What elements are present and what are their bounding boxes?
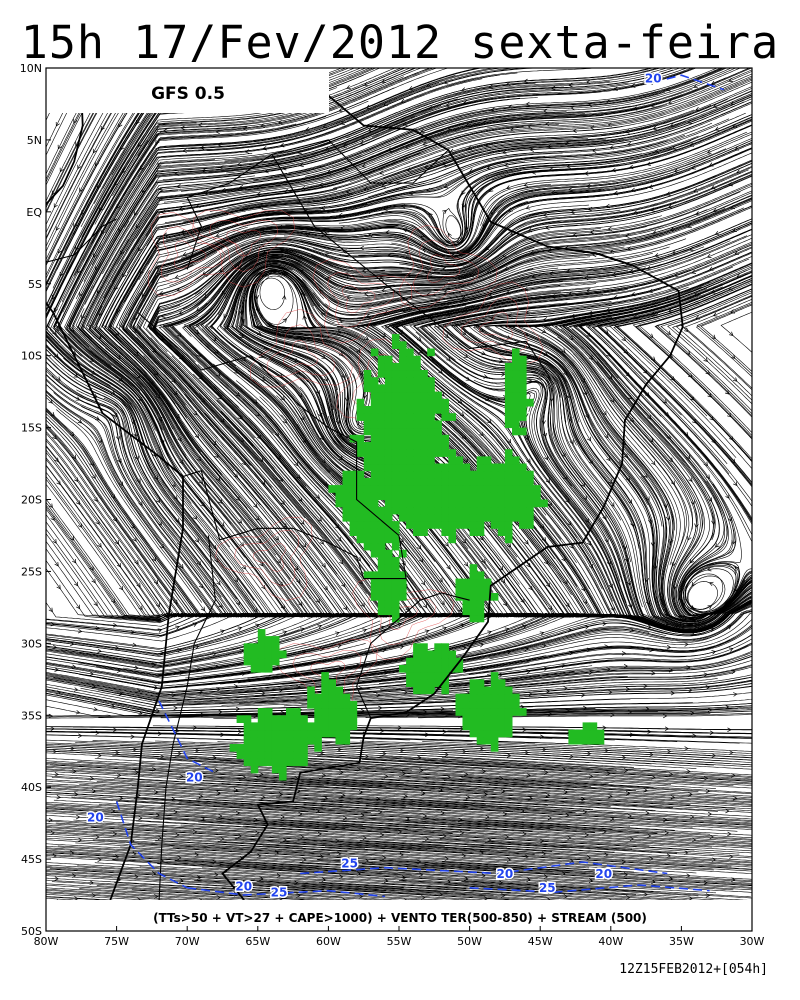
contour-label: 20 bbox=[186, 770, 203, 784]
convection-area bbox=[229, 334, 605, 781]
lat-tick-label: 5S bbox=[28, 278, 42, 291]
contour-label: 20 bbox=[645, 71, 662, 85]
model-label: GFS 0.5 bbox=[151, 84, 225, 104]
map-title: 15h 17/Fev/2012 sexta-feira bbox=[20, 16, 780, 69]
wind-contours: 20 20 20 25 20 25 20 25 20 bbox=[86, 70, 725, 901]
contour-label: 20 bbox=[87, 811, 104, 825]
lon-tick-label: 75W bbox=[104, 935, 129, 948]
lon-tick-label: 50W bbox=[457, 935, 482, 948]
lon-tick-label: 45W bbox=[528, 935, 553, 948]
latitude-axis: 10N 5N EQ 5S 10S 15S 20S 25S 30S 35S 40S 45S 50S bbox=[20, 62, 51, 938]
lon-tick-label: 30W bbox=[740, 935, 765, 948]
legend-text: (TTs>50 + VT>27 + CAPE>1000) + VENTO TER… bbox=[153, 911, 647, 925]
contour-label: 20 bbox=[497, 867, 514, 881]
lon-tick-label: 70W bbox=[175, 935, 200, 948]
lat-tick-label: 40S bbox=[21, 781, 42, 794]
lon-tick-label: 80W bbox=[34, 935, 59, 948]
lat-tick-label: 25S bbox=[21, 565, 42, 578]
legend-box bbox=[46, 900, 752, 931]
lat-tick-label: 10S bbox=[21, 350, 42, 363]
contour-label: 20 bbox=[235, 880, 252, 894]
lon-tick-label: 60W bbox=[316, 935, 341, 948]
lat-tick-label: 30S bbox=[21, 637, 42, 650]
coastline-borders bbox=[46, 68, 684, 931]
lon-tick-label: 55W bbox=[387, 935, 412, 948]
lat-tick-label: 15S bbox=[21, 422, 42, 435]
lat-tick-label: EQ bbox=[26, 206, 42, 219]
lon-tick-label: 35W bbox=[669, 935, 694, 948]
contour-label: 25 bbox=[341, 857, 358, 871]
lat-tick-label: 5N bbox=[27, 134, 42, 147]
lat-tick-label: 20S bbox=[21, 494, 42, 507]
lat-tick-label: 35S bbox=[21, 709, 42, 722]
lat-tick-label: 45S bbox=[21, 853, 42, 866]
model-label-box bbox=[46, 68, 329, 113]
run-info: 12Z15FEB2012+[054h] bbox=[619, 962, 768, 977]
contour-label: 25 bbox=[271, 886, 288, 900]
lon-tick-label: 65W bbox=[245, 935, 270, 948]
contour-label: 25 bbox=[539, 881, 556, 895]
lat-tick-label: 50S bbox=[21, 925, 42, 938]
longitude-axis: 80W 75W 70W 65W 60W 55W 50W 45W 40W 35W 30W bbox=[34, 926, 765, 948]
lon-tick-label: 40W bbox=[598, 935, 623, 948]
lat-tick-label: 10N bbox=[20, 62, 42, 75]
contour-label: 20 bbox=[595, 867, 612, 881]
